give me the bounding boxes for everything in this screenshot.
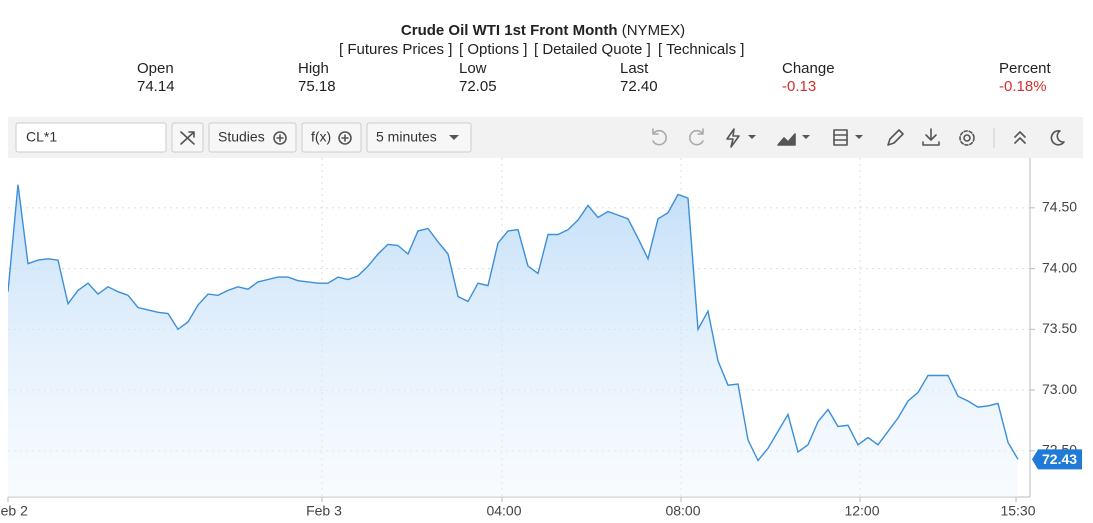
x-tick-label: 08:00: [665, 503, 700, 519]
quote-label: Open: [137, 60, 174, 77]
quote-value: 74.14: [137, 78, 175, 95]
plus-icons: [273, 131, 352, 145]
studies-button[interactable]: [208, 122, 297, 153]
symbol[interactable]: CL*1: [26, 129, 57, 145]
quote-value: -0.18%: [999, 78, 1047, 95]
quote-label: High: [298, 60, 329, 77]
x-tick-label: 15:30: [1000, 503, 1035, 519]
nav-link[interactable]: [ Options ]: [459, 41, 527, 58]
x-tick-label: 04:00: [486, 503, 521, 519]
interval[interactable]: 5 minutes: [376, 129, 437, 145]
y-tick-label: 73.50: [1042, 320, 1077, 336]
last-price-label: 72.43: [1042, 451, 1077, 467]
toolbar-icons[interactable]: [652, 128, 1065, 148]
y-tick-label: 74.00: [1042, 259, 1077, 275]
quote-value: 72.05: [459, 78, 497, 95]
toolbar: [8, 117, 1083, 158]
x-tick-label: Feb 3: [306, 503, 342, 519]
quote-value: 75.18: [298, 78, 336, 95]
nav-link[interactable]: [ Technicals ]: [658, 41, 744, 58]
y-tick-label: 73.00: [1042, 381, 1077, 397]
dropdown-arrow: [449, 135, 459, 140]
price-line: [8, 184, 1019, 462]
quote-value: 72.40: [620, 78, 658, 95]
nav-link[interactable]: [ Futures Prices ]: [339, 41, 452, 58]
symbol-input[interactable]: [15, 122, 167, 153]
interval-select[interactable]: [366, 122, 472, 153]
quote-label: Change: [782, 60, 835, 77]
compare-icon: [180, 131, 195, 145]
studies-label[interactable]: Studies: [218, 129, 265, 145]
y-tick-label: 74.50: [1042, 199, 1077, 215]
x-tick-label: Feb 2: [0, 503, 28, 519]
area: [8, 184, 1018, 497]
fx-button[interactable]: [301, 122, 362, 153]
quote-label: Percent: [999, 60, 1052, 77]
x-tick-label: 12:00: [844, 503, 879, 519]
fx-label[interactable]: f(x): [311, 129, 331, 145]
exchange: (NYMEX): [622, 22, 685, 39]
quote-value: -0.13: [782, 78, 816, 95]
quote-label: Last: [620, 60, 649, 77]
quote-label: Low: [459, 60, 487, 77]
title-name: Crude Oil WTI 1st Front Month: [401, 22, 618, 39]
nav-link[interactable]: [ Detailed Quote ]: [534, 41, 651, 58]
title: Crude Oil WTI 1st Front Month (NYMEX): [401, 22, 685, 39]
last-price-badge: [1032, 449, 1082, 470]
